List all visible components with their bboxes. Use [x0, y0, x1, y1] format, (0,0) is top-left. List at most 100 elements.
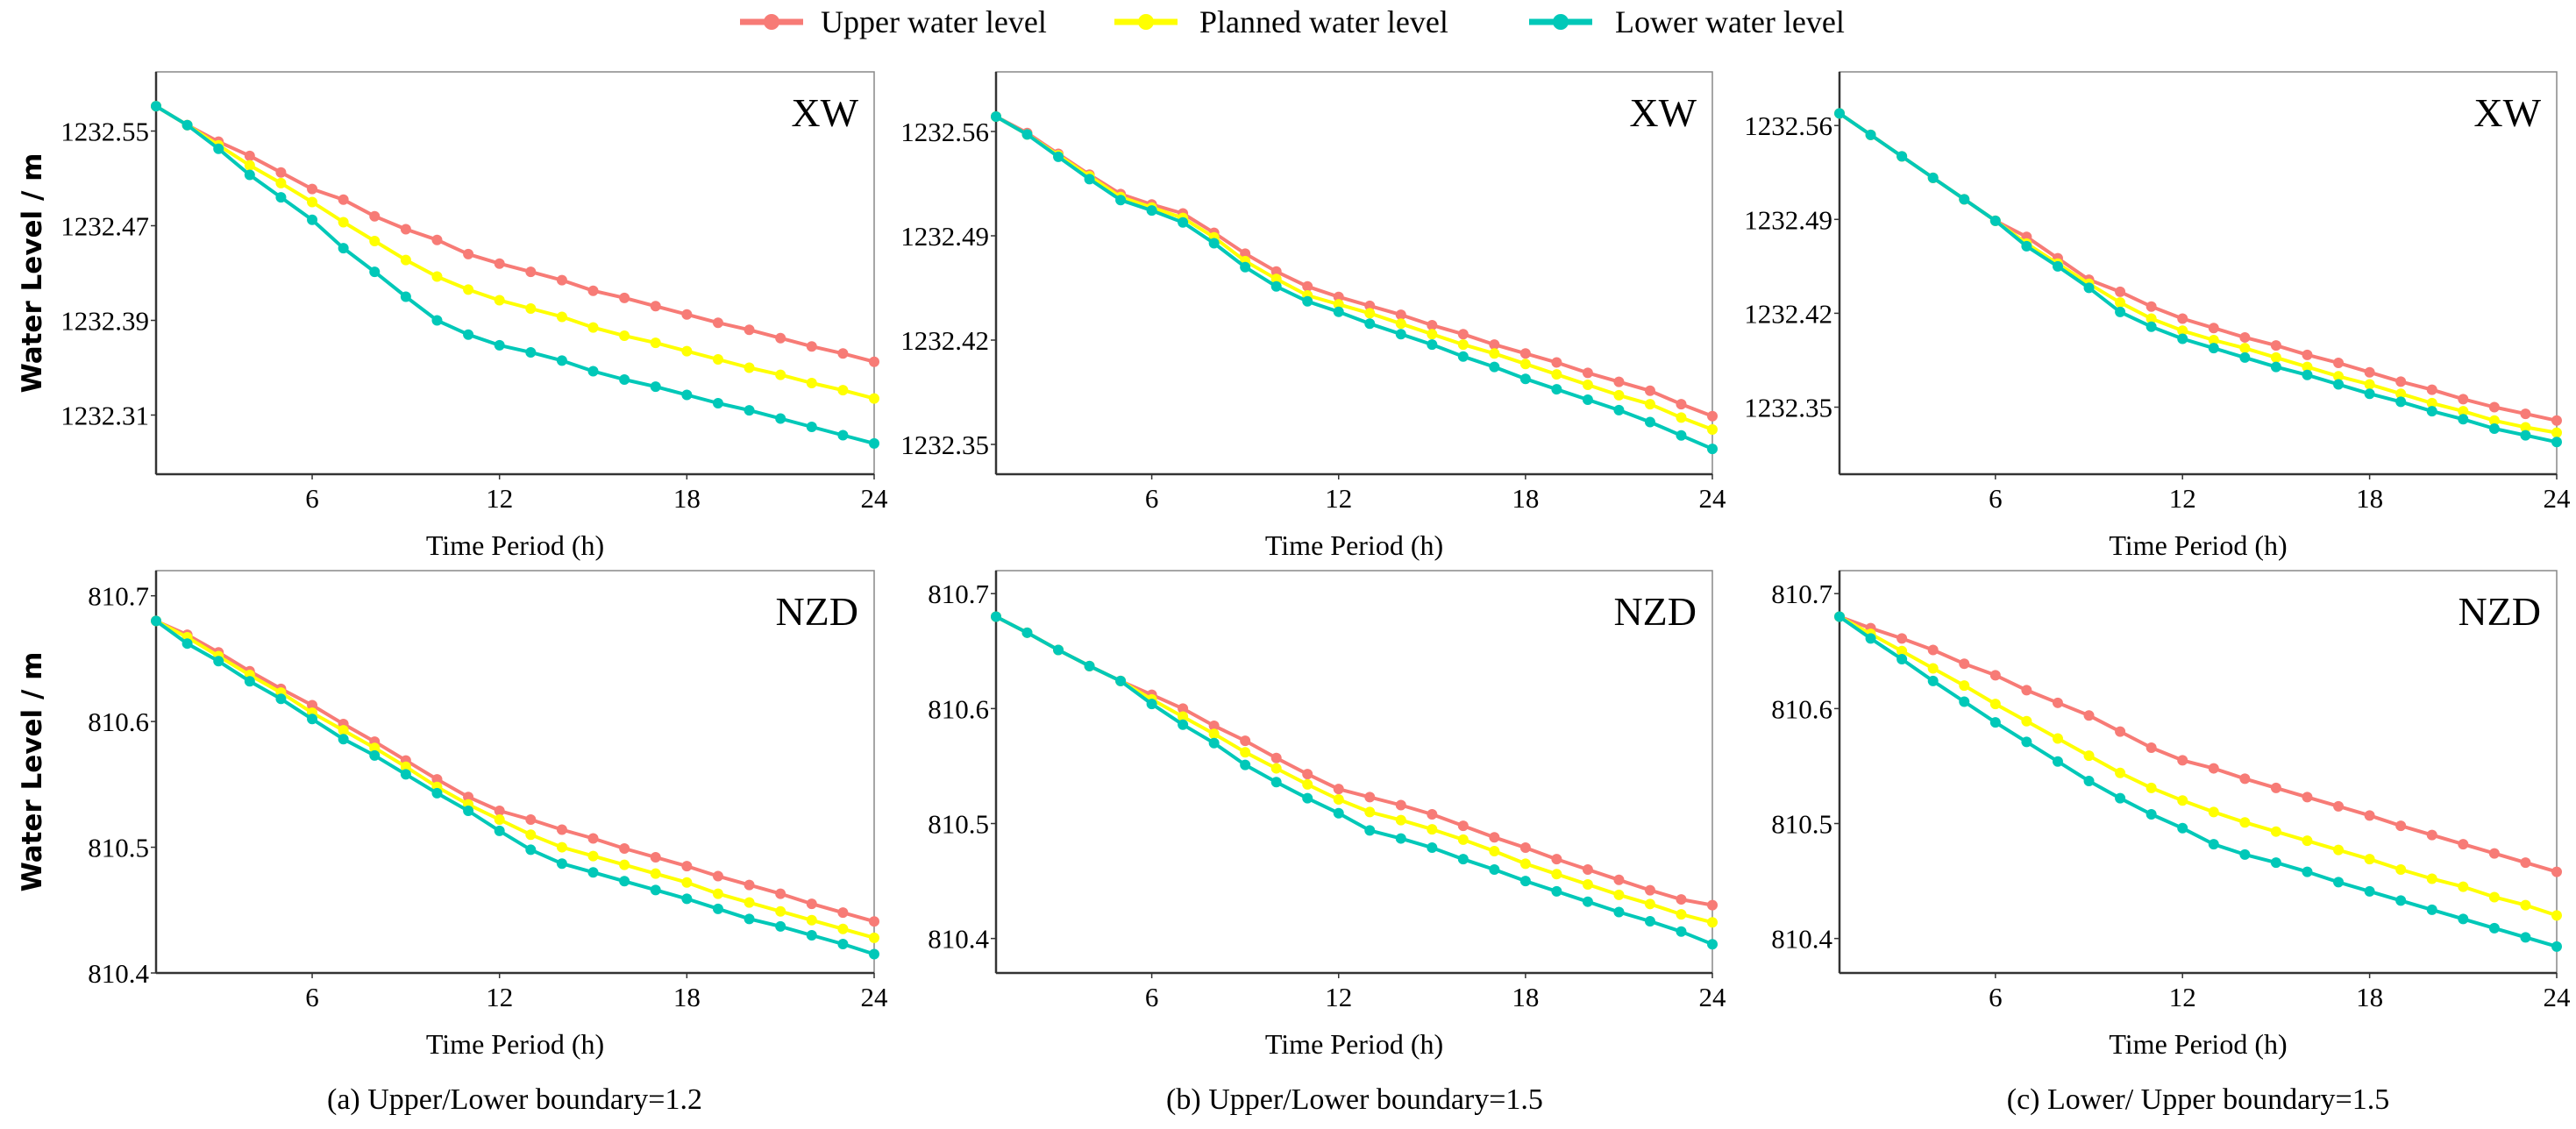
data-point-upper [744, 324, 755, 336]
data-point-lower [1146, 699, 1157, 710]
data-point-planned [2145, 782, 2157, 793]
data-point-lower [494, 339, 505, 351]
data-point-upper [775, 332, 786, 344]
data-point-lower [2239, 849, 2251, 860]
data-point-lower [1989, 215, 2001, 226]
data-point-lower [2458, 414, 2469, 425]
data-point-lower [2302, 866, 2313, 877]
data-point-upper [1302, 280, 1313, 292]
data-point-lower [1208, 737, 1220, 749]
data-point-planned [806, 378, 817, 389]
data-point-lower [1115, 675, 1127, 686]
data-point-lower [2488, 422, 2500, 434]
panel-title: NZD [2458, 589, 2541, 634]
data-point-upper [338, 194, 349, 205]
data-point-lower [1270, 280, 1282, 292]
data-point-upper [1613, 376, 1625, 387]
data-point-upper [307, 699, 318, 711]
data-point-planned [2115, 767, 2126, 778]
legend-label-upper: Upper water level [821, 4, 1047, 39]
panel-a-top: 1232.31 1232.39 1232.47 1232.55 6 12 18 24 Time … [17, 71, 889, 561]
data-point-upper [1644, 884, 1655, 896]
data-point-planned [2208, 806, 2219, 818]
data-point-lower [1644, 915, 1655, 927]
x-tick-label: 24 [861, 483, 889, 514]
data-point-lower [556, 858, 567, 870]
panel-c-top: 1232.35 1232.42 1232.49 1232.56 6 12 18 24 Time … [1744, 71, 2571, 561]
legend: Upper water level Planned water level Lo… [740, 4, 1845, 39]
legend-label-lower: Lower water level [1615, 4, 1845, 39]
data-point-lower [1053, 644, 1064, 656]
plot-area [155, 71, 875, 475]
data-point-lower [2364, 885, 2375, 897]
data-point-upper [1333, 291, 1344, 302]
data-point-planned [712, 888, 723, 899]
data-point-upper [2395, 820, 2407, 832]
data-point-lower [1021, 129, 1033, 140]
series-lower [991, 111, 1718, 455]
data-point-planned [2177, 795, 2188, 806]
y-tick-label: 1232.56 [1744, 110, 1832, 141]
data-point-upper [650, 852, 661, 863]
data-point-upper [744, 879, 755, 891]
legend-marker-lower [1553, 14, 1569, 30]
data-point-lower [556, 355, 567, 366]
data-point-planned [2145, 313, 2157, 324]
x-tick-label: 6 [1145, 982, 1159, 1012]
data-point-lower [2021, 736, 2032, 748]
data-point-planned [1302, 778, 1313, 790]
data-point-upper [369, 210, 381, 222]
data-point-upper [837, 348, 849, 359]
data-point-lower [1178, 217, 1189, 228]
y-tick-label: 810.6 [1771, 693, 1832, 724]
data-point-lower [587, 366, 599, 377]
data-point-planned [1270, 763, 1282, 774]
data-point-lower [650, 381, 661, 393]
data-point-lower [1519, 373, 1531, 385]
data-point-planned [1333, 793, 1344, 805]
data-point-upper [2333, 800, 2345, 812]
data-point-planned [2208, 335, 2219, 345]
data-point-upper [1270, 266, 1282, 277]
data-point-upper [650, 301, 661, 312]
data-point-lower [1927, 172, 1939, 183]
data-point-planned [2426, 397, 2437, 408]
data-point-lower [2021, 240, 2032, 252]
y-axis-title: Water Level / m [17, 153, 48, 394]
data-point-upper [1613, 874, 1625, 885]
data-point-lower [2333, 379, 2345, 390]
data-point-upper [2426, 829, 2437, 841]
data-point-upper [2145, 301, 2157, 312]
caption-a: (a) Upper/Lower boundary=1.2 [327, 1083, 702, 1116]
captions: (a) Upper/Lower boundary=1.2 (b) Upper/L… [327, 1083, 2389, 1116]
data-point-lower [1427, 339, 1438, 351]
data-point-planned [1676, 412, 1687, 423]
data-point-lower [991, 111, 1001, 122]
data-point-lower [1240, 759, 1251, 770]
data-point-lower [1457, 351, 1469, 362]
data-point-lower [681, 893, 693, 905]
data-point-lower [1582, 394, 1593, 405]
data-point-planned [1519, 858, 1531, 870]
data-point-upper [2208, 323, 2219, 334]
data-point-upper [1395, 799, 1406, 811]
data-point-upper [1178, 703, 1189, 714]
data-point-lower [1084, 174, 1095, 185]
data-point-planned [1676, 909, 1687, 920]
data-point-upper [1551, 854, 1562, 865]
x-tick-label: 18 [1512, 483, 1539, 514]
data-point-lower [307, 714, 318, 725]
data-point-lower [213, 143, 224, 154]
data-point-upper [1489, 339, 1500, 351]
data-point-lower [1896, 653, 1908, 664]
data-point-lower [2177, 822, 2188, 834]
data-point-lower [2395, 895, 2407, 906]
data-point-upper [1364, 792, 1376, 803]
data-point-planned [369, 236, 381, 247]
data-point-planned [744, 897, 755, 908]
data-point-lower [2520, 430, 2531, 441]
plot-area [1839, 570, 2558, 974]
data-point-upper [2302, 792, 2313, 803]
data-point-lower [1959, 194, 1970, 205]
data-point-planned [2458, 881, 2469, 892]
